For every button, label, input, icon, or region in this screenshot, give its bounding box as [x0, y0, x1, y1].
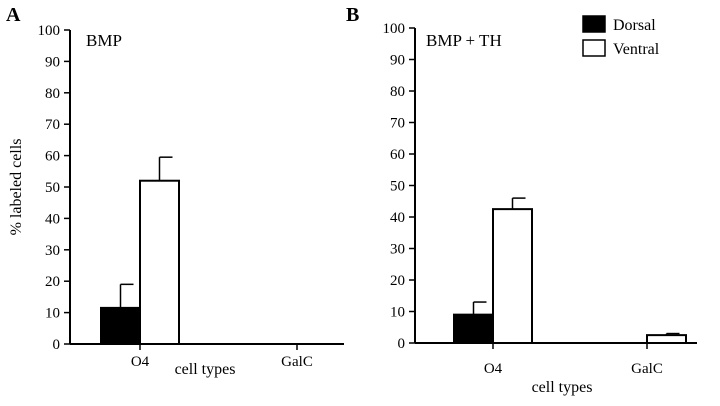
panel-b-bar-ventral-o4	[492, 208, 533, 344]
panel-b-y-tick-label: 70	[390, 116, 405, 132]
panel-a-y-tick-label: 100	[38, 23, 61, 39]
panel-a-y-axis-label: % labeled cells	[8, 139, 25, 236]
panel-a-y-tick-label: 0	[53, 337, 61, 353]
panel-a-y-tick-label: 80	[45, 86, 60, 102]
panel-b-bar-ventral-galc	[646, 334, 687, 344]
panel-a-y-tick-label: 70	[45, 117, 60, 133]
panel-a-y-tick-label: 40	[45, 211, 60, 227]
panel-a-x-axis-label: cell types	[175, 361, 236, 378]
panel-a-bar-ventral-o4	[139, 179, 180, 345]
panel-a-y-tick-label: 30	[45, 243, 60, 259]
panel-b-y-tick-label: 0	[398, 336, 406, 352]
panel-b-y-tick-label: 80	[390, 84, 405, 100]
panel-b-legend-swatch-ventral	[582, 39, 606, 57]
panel-b-title: BMP + TH	[426, 31, 502, 50]
panel-b-legend-swatch-dorsal	[582, 15, 606, 33]
panel-a-x-tick-label: O4	[131, 354, 150, 370]
panel-a-y-tick-label: 20	[45, 274, 60, 290]
panel-b-y-tick-label: 60	[390, 147, 405, 163]
panel-b-legend-label-ventral: Ventral	[613, 41, 660, 58]
panel-b-letter: B	[346, 4, 359, 26]
panel-b-y-tick-label: 100	[383, 21, 406, 37]
panel-a-x-tick-label: GalC	[281, 354, 313, 370]
panel-a-y-tick-label: 90	[45, 54, 60, 70]
panel-b-y-tick-label: 40	[390, 210, 405, 226]
panel-a-y-tick-label: 50	[45, 180, 60, 196]
panel-a-y-tick-label: 10	[45, 306, 60, 322]
panel-b-x-axis-label: cell types	[532, 379, 593, 396]
panel-b-y-tick-label: 90	[390, 53, 405, 69]
panel-b-bar-dorsal-o4	[453, 313, 494, 344]
panel-b-y-tick-label: 50	[390, 179, 405, 195]
panel-a-y-tick-label: 60	[45, 149, 60, 165]
panel-a-title: BMP	[86, 31, 122, 50]
panel-b-x-tick-label: GalC	[631, 361, 663, 377]
panel-a-bar-dorsal-o4	[100, 306, 141, 346]
panel-b-y-tick-label: 30	[390, 242, 405, 258]
panel-b-x-tick-label: O4	[484, 361, 503, 377]
panel-b-legend-label-dorsal: Dorsal	[613, 17, 656, 34]
panel-b-y-tick-label: 10	[390, 305, 405, 321]
panel-b-y-tick-label: 20	[390, 273, 405, 289]
panel-a-letter: A	[6, 4, 21, 26]
